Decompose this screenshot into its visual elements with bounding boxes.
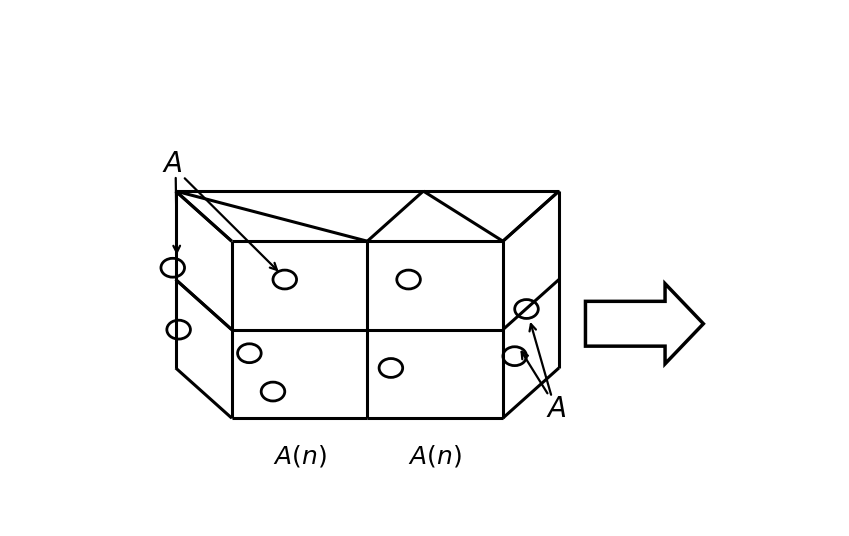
Text: $A$: $A$ [546,396,566,423]
Text: $A(n)$: $A(n)$ [273,443,326,470]
Text: $A(n)$: $A(n)$ [408,443,462,470]
Text: $A$: $A$ [162,151,183,178]
